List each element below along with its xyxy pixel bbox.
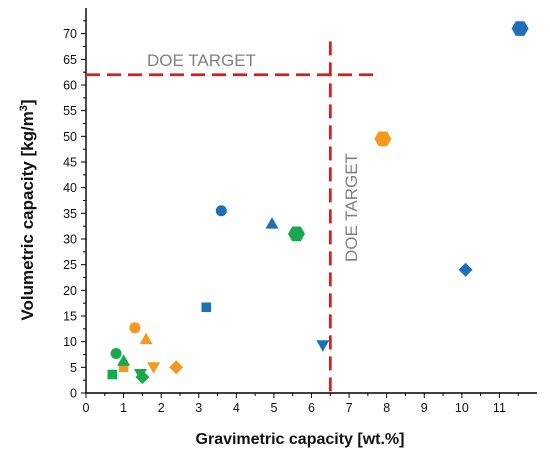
x-tick-label: 11 xyxy=(493,401,506,415)
y-tick-label: 60 xyxy=(63,79,77,93)
doe-target-vertical-label: DOE TARGET xyxy=(342,153,361,262)
green-hexagon-point xyxy=(288,226,305,242)
x-tick-label: 3 xyxy=(195,401,202,415)
y-tick-label: 15 xyxy=(63,310,77,324)
y-tick-label: 65 xyxy=(63,53,77,67)
green-triangle-point xyxy=(117,354,131,366)
y-axis-title-close: ] xyxy=(18,99,37,105)
y-tick-label: 25 xyxy=(63,258,77,272)
y-tick-label: 55 xyxy=(63,104,77,118)
x-tick-label: 9 xyxy=(421,401,428,415)
x-tick-label: 4 xyxy=(233,401,240,415)
orange-circle-point xyxy=(129,322,141,334)
y-axis-title-superscript: 3 xyxy=(18,105,30,111)
y-tick-label: 50 xyxy=(63,130,77,144)
tick-marks: 0 1 2 3 4 5 6 7 8 9 10 1105101520253035404550556065… xyxy=(63,20,519,415)
blue-square-point xyxy=(201,302,212,313)
orange-triangle-down-point xyxy=(147,362,161,374)
y-tick-label: 30 xyxy=(63,233,77,247)
data-points xyxy=(107,21,529,385)
blue-circle-point xyxy=(215,205,227,217)
x-tick-label: 5 xyxy=(270,401,277,415)
orange-square-point xyxy=(118,362,129,373)
x-tick-label: 8 xyxy=(383,401,390,415)
y-tick-label: 35 xyxy=(63,207,77,221)
y-tick-label: 10 xyxy=(63,335,77,349)
orange-triangle-point xyxy=(139,332,153,345)
x-tick-label: 0 xyxy=(83,401,90,415)
y-tick-label: 0 xyxy=(70,387,77,401)
x-axis-title: Gravimetric capacity [wt.%] xyxy=(196,431,405,448)
x-tick-label: 1 xyxy=(120,401,127,415)
x-tick-label: 2 xyxy=(158,401,165,415)
blue-hexagon-point xyxy=(511,21,529,36)
x-tick-label: 7 xyxy=(346,401,353,415)
blue-triangle-point xyxy=(265,217,279,229)
y-tick-label: 40 xyxy=(63,181,77,195)
y-axis-title-main: Volumetric capacity [kg/m xyxy=(18,111,37,320)
green-circle-point xyxy=(110,347,122,359)
y-tick-label: 70 xyxy=(63,27,77,41)
green-square-point xyxy=(107,369,118,380)
green-diamond-point xyxy=(135,370,150,385)
orange-hexagon-point xyxy=(374,131,392,147)
y-axis-title: Volumetric capacity [kg/m3] xyxy=(18,99,37,320)
orange-diamond-point xyxy=(169,360,184,375)
doe-target-lines xyxy=(86,41,380,393)
doe-target-horizontal-label: DOE TARGET xyxy=(147,51,256,70)
y-tick-label: 5 xyxy=(70,361,77,375)
blue-diamond-point xyxy=(458,262,473,277)
x-tick-label: 10 xyxy=(455,401,469,415)
y-tick-label: 45 xyxy=(63,156,77,170)
x-tick-label: 6 xyxy=(308,401,315,415)
blue-triangle-down-point xyxy=(316,340,330,352)
y-tick-label: 20 xyxy=(63,284,77,298)
